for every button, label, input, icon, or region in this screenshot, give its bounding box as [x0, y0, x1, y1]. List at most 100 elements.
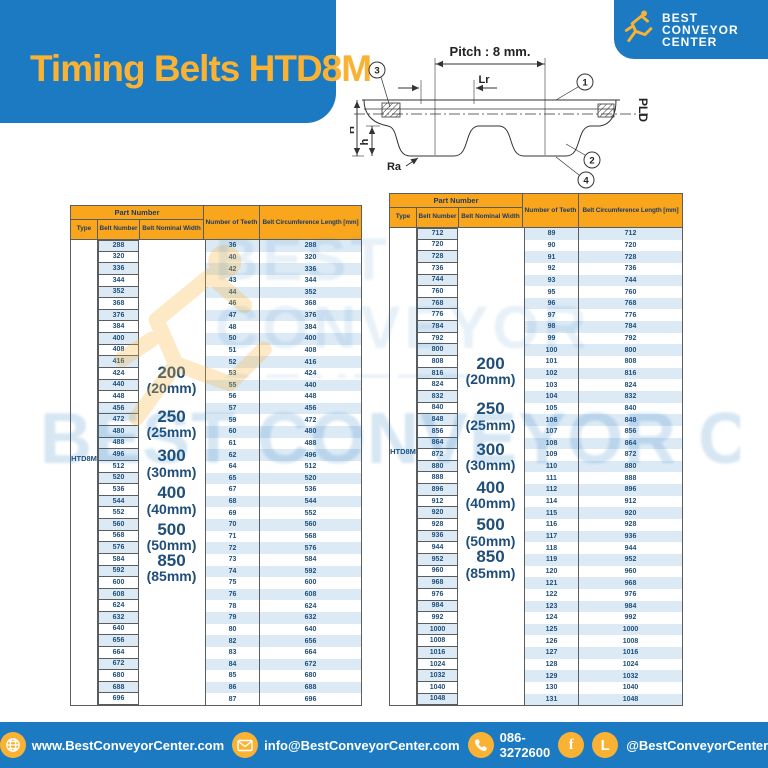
table-row: 608 76 608	[98, 588, 361, 601]
teeth-cell: 87	[205, 693, 260, 705]
circumference-cell: 944	[624, 544, 637, 552]
footer-email[interactable]: info@BestConveyorCenter.com	[232, 732, 460, 758]
width-column-spacer	[458, 484, 524, 496]
table-row: 920 115 920	[417, 507, 682, 520]
teeth-cell: 112	[524, 484, 579, 496]
circumference-cell: 736	[624, 265, 637, 273]
width-column-spacer	[139, 251, 205, 264]
belt-number-cell: 536	[98, 484, 139, 496]
part-number-header: Part Number	[71, 206, 203, 220]
table-row: 1048 131 1048	[417, 693, 682, 706]
belt-number-cell: 1000	[417, 623, 458, 636]
part-number-header: Part Number	[390, 194, 522, 208]
table-header: Part Number Type Belt Number Belt Nomina…	[71, 206, 361, 240]
width-column-spacer	[458, 228, 524, 240]
table-row: 288 36 288	[98, 240, 361, 252]
belt-number-cell: 808	[417, 356, 458, 368]
belt-number-cell: 824	[417, 379, 458, 391]
table-row: 792 99 792	[417, 332, 682, 345]
footer-social[interactable]: @BestConveyorCenter	[626, 738, 768, 753]
type-header: Type	[76, 225, 92, 233]
table-row: 520 65 520	[98, 472, 361, 485]
pitch-label: Pitch : 8 mm.	[450, 44, 531, 59]
width-column-spacer	[458, 658, 524, 671]
table-row: 488 61 488	[98, 437, 361, 450]
belt-number-cell: 952	[417, 553, 458, 566]
belt-table-left: Part Number Type Belt Number Belt Nomina…	[70, 205, 362, 706]
width-column-spacer	[139, 472, 205, 485]
teeth-cell: 126	[524, 635, 579, 648]
table-row: 1032 129 1032	[417, 670, 682, 682]
width-column-spacer	[458, 460, 524, 473]
belt-number-cell: 1016	[417, 647, 458, 659]
width-column-spacer	[458, 647, 524, 659]
table-row: 1016 127 1016	[417, 647, 682, 659]
logo-line-2: CONVEYOR	[662, 22, 739, 37]
table-row: 600 75 600	[98, 577, 361, 589]
teeth-cell: 50	[205, 333, 260, 345]
type-column: HTD8M	[390, 228, 417, 705]
teeth-cell: 67	[205, 484, 260, 496]
logo-line-1: BEST	[662, 10, 699, 25]
belt-number-cell: 480	[98, 426, 139, 438]
table-row: 376 47 376	[98, 309, 361, 322]
circumference-cell: 992	[624, 614, 637, 622]
number-of-teeth-header: Number of Teeth	[523, 194, 579, 227]
width-column-spacer	[458, 600, 524, 613]
line-icon[interactable]: L	[592, 732, 619, 758]
table-row: 768 96 768	[417, 297, 682, 310]
belt-number-cell: 448	[98, 391, 139, 403]
table-row: 416 52 416	[98, 356, 361, 368]
circumference-cell: 416	[260, 356, 361, 368]
belt-number-cell: 872	[417, 449, 458, 461]
circumference-cell: 872	[624, 451, 637, 459]
teeth-cell: 48	[205, 321, 260, 333]
width-column-spacer	[139, 391, 205, 403]
circumference-cell: 640	[304, 625, 317, 633]
table-row: 832 104 832	[417, 390, 682, 403]
width-column-spacer	[139, 635, 205, 647]
table-rows: 712 89 712 720 90 720 728 91 728 736 92 736 744 93 744…	[417, 228, 682, 706]
circumference-cell: 672	[260, 658, 361, 671]
teeth-cell: 53	[205, 367, 260, 380]
footer-phone[interactable]: 086-3272600	[467, 730, 550, 760]
email-icon	[232, 732, 259, 758]
width-column-spacer	[458, 519, 524, 531]
teeth-cell: 64	[205, 460, 260, 473]
width-column-spacer	[458, 356, 524, 368]
circumference-cell: 568	[304, 532, 317, 540]
belt-number-cell: 840	[417, 402, 458, 415]
width-column-spacer	[139, 274, 205, 287]
table-row: 560 70 560	[98, 519, 361, 531]
circumference-cell: 600	[304, 579, 317, 587]
circumference-cell: 936	[579, 530, 682, 543]
width-column-spacer	[139, 333, 205, 345]
belt-number-cell: 384	[98, 321, 139, 333]
width-column-spacer	[139, 263, 205, 275]
teeth-cell: 115	[524, 507, 579, 520]
facebook-icon[interactable]: f	[558, 732, 585, 758]
teeth-cell: 102	[524, 367, 579, 380]
belt-nominal-width-header: Belt Nominal Width	[458, 208, 522, 227]
circumference-cell: 592	[260, 565, 361, 578]
circumference-cell: 744	[579, 274, 682, 287]
circumference-cell: 968	[579, 577, 682, 589]
company-logo-text: BEST CONVEYOR CENTER	[662, 12, 739, 48]
width-column-spacer	[458, 623, 524, 636]
width-column-spacer	[458, 414, 524, 426]
table-row: 888 111 888	[417, 472, 682, 485]
teeth-cell: 130	[524, 681, 579, 694]
circumference-cell: 864	[579, 437, 682, 450]
width-column-spacer	[458, 251, 524, 263]
table-row: 1040 130 1040	[417, 681, 682, 694]
width-column-spacer	[458, 402, 524, 415]
belt-number-cell: 568	[98, 530, 139, 543]
footer-website[interactable]: www.BestConveyorCenter.com	[0, 732, 224, 758]
teeth-cell: 79	[205, 612, 260, 624]
table-row: 760 95 760	[417, 286, 682, 298]
teeth-cell: 93	[524, 274, 579, 287]
belt-number-cell: 552	[98, 507, 139, 519]
table-row: 656 82 656	[98, 635, 361, 647]
width-column-spacer	[139, 402, 205, 415]
teeth-cell: 98	[524, 321, 579, 333]
